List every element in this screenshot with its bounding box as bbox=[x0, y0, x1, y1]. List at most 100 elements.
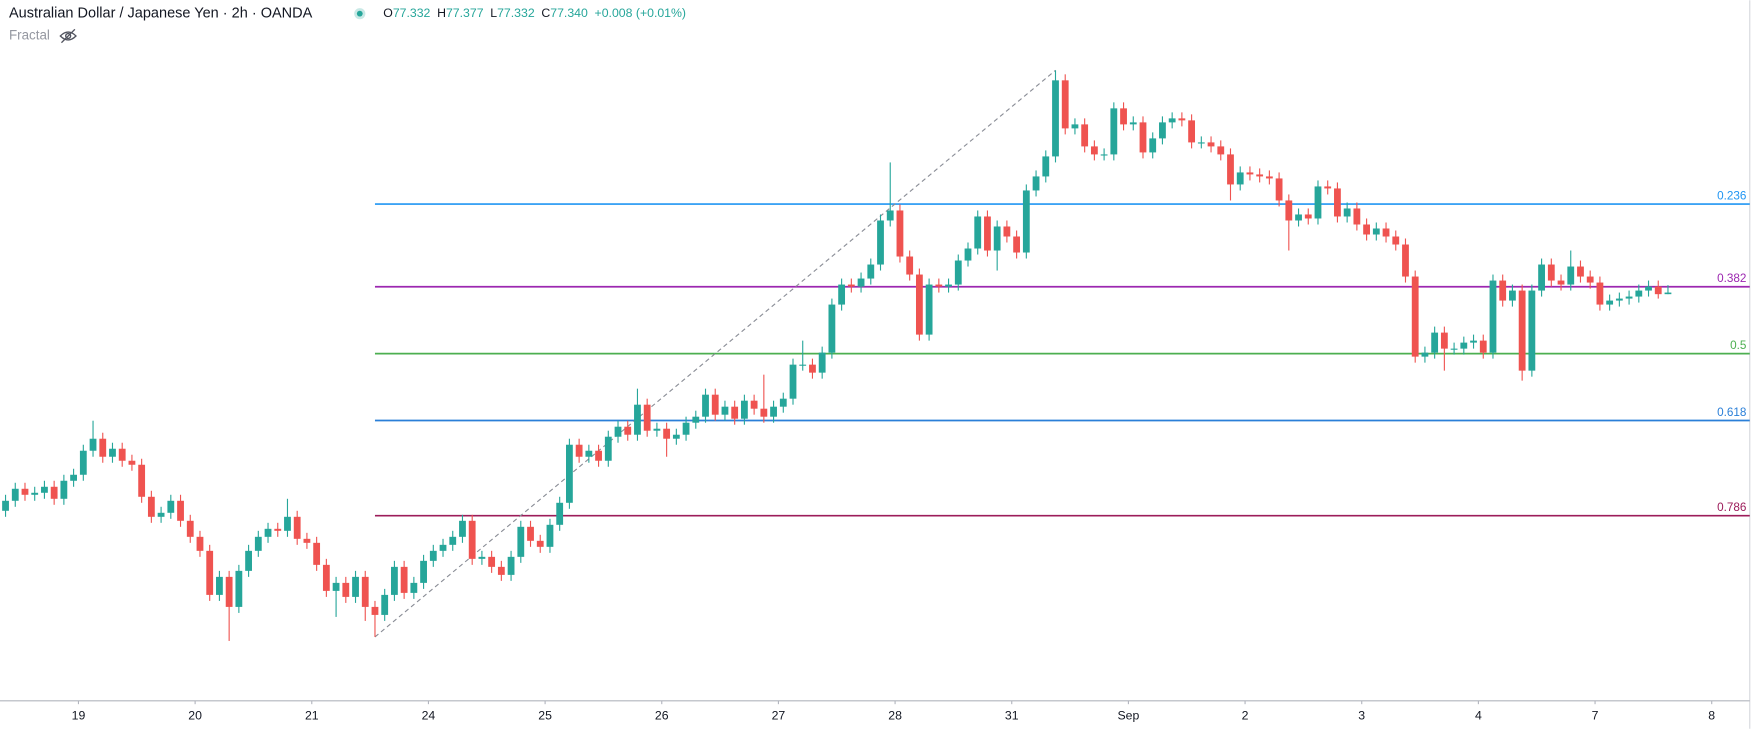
candle-body bbox=[1402, 244, 1409, 277]
candle-body bbox=[391, 566, 398, 595]
candle-body bbox=[653, 428, 661, 431]
candle-body bbox=[459, 520, 466, 537]
candle-body bbox=[1149, 138, 1157, 153]
candle-body bbox=[206, 550, 214, 595]
legend-change: +0.008 (+0.01%) bbox=[595, 6, 686, 20]
candle-body bbox=[1538, 264, 1545, 291]
candle-body bbox=[779, 398, 787, 407]
candle-body bbox=[809, 364, 816, 373]
candle-body bbox=[138, 464, 146, 497]
candle-body bbox=[527, 526, 534, 541]
status-dot bbox=[356, 10, 363, 17]
candle-body bbox=[410, 582, 418, 593]
candle-body bbox=[1236, 172, 1244, 185]
candle-body bbox=[663, 428, 671, 439]
fib-level-label: 0.236 bbox=[1717, 189, 1746, 202]
candle-body bbox=[1664, 292, 1672, 295]
candle-body bbox=[847, 284, 855, 287]
candle-body bbox=[1489, 280, 1497, 353]
candle-body bbox=[1304, 214, 1312, 219]
candle-body bbox=[915, 274, 923, 335]
candle-body bbox=[857, 278, 865, 287]
candle-body bbox=[1120, 108, 1127, 125]
candle-body bbox=[1635, 290, 1643, 297]
candle-body bbox=[1324, 186, 1332, 189]
candle-body bbox=[1450, 348, 1458, 350]
x-tick-label: 24 bbox=[422, 709, 436, 723]
candle-body bbox=[1139, 122, 1147, 153]
candle-body bbox=[264, 528, 272, 537]
candle-body bbox=[1577, 266, 1584, 277]
candle-body bbox=[1518, 290, 1526, 371]
candle-body bbox=[167, 500, 175, 513]
candle-body bbox=[770, 406, 777, 417]
candle-body bbox=[1479, 340, 1487, 353]
candle-body bbox=[1081, 124, 1089, 147]
candle-body bbox=[643, 404, 651, 431]
candle-body bbox=[1363, 224, 1370, 235]
x-tick-label: 3 bbox=[1358, 709, 1365, 723]
candle-body bbox=[147, 496, 155, 517]
candle-body bbox=[838, 284, 846, 305]
candle-body bbox=[371, 606, 379, 615]
candle-body bbox=[1606, 300, 1614, 305]
candle-body bbox=[1100, 154, 1108, 156]
candle-body bbox=[177, 500, 184, 521]
candle-body bbox=[332, 582, 340, 591]
candle-body bbox=[186, 520, 194, 537]
legend-value: 77.340 bbox=[550, 6, 588, 20]
candle-body bbox=[468, 520, 476, 559]
candle-body bbox=[361, 576, 369, 607]
candle-body bbox=[566, 444, 573, 503]
candle-body bbox=[1071, 124, 1079, 129]
candle-body bbox=[1528, 290, 1536, 371]
candle-body bbox=[313, 542, 321, 565]
candle-body bbox=[352, 576, 359, 597]
candle-body bbox=[1246, 172, 1254, 175]
legend-value: 77.377 bbox=[446, 6, 484, 20]
candle-body bbox=[517, 526, 525, 557]
candle-body bbox=[1615, 298, 1623, 301]
candle-body bbox=[828, 304, 836, 353]
candle-body bbox=[818, 352, 826, 373]
candle-body bbox=[1159, 122, 1166, 139]
candle-body bbox=[711, 394, 719, 415]
candle-body bbox=[556, 502, 564, 525]
candle-body bbox=[1547, 264, 1555, 281]
candle-body bbox=[1295, 214, 1302, 221]
candle-body bbox=[60, 480, 68, 499]
candle-body bbox=[429, 550, 437, 561]
candle-body bbox=[1372, 228, 1380, 235]
candle-body bbox=[128, 460, 136, 465]
candle-body bbox=[1586, 276, 1594, 283]
candle-body bbox=[1382, 228, 1390, 237]
candle-body bbox=[99, 438, 107, 457]
candle-body bbox=[585, 450, 593, 457]
candle-body bbox=[614, 426, 622, 437]
candle-body bbox=[293, 516, 301, 539]
x-tick-label: 21 bbox=[305, 709, 319, 723]
candle-body bbox=[799, 364, 807, 366]
candle-body bbox=[760, 408, 768, 417]
candle-body bbox=[1188, 120, 1196, 143]
legend-label: L bbox=[490, 6, 497, 20]
fib-level-label: 0.5 bbox=[1730, 339, 1747, 352]
candle-body bbox=[672, 434, 680, 439]
candle-body bbox=[109, 448, 116, 457]
candle-body bbox=[1411, 276, 1419, 357]
candle-body bbox=[1022, 190, 1030, 253]
x-tick-label: Sep bbox=[1117, 709, 1139, 723]
candle-body bbox=[1061, 80, 1069, 129]
hide-icon[interactable] bbox=[59, 28, 77, 44]
candle-body bbox=[1499, 280, 1507, 301]
candle-body bbox=[877, 220, 884, 265]
legend-label: O bbox=[383, 6, 393, 20]
fib-trend-line bbox=[374, 69, 1056, 638]
candle-body bbox=[984, 216, 991, 251]
ohlc-legend: O 77.332 H 77.377 L 77.332 C 77.340 +0.008 (+0.0… bbox=[383, 6, 686, 20]
candle-body bbox=[935, 284, 943, 287]
plot-area: 0.236 0.382 0.5 0.618 0.786 bbox=[2, 69, 1750, 641]
candle-body bbox=[1343, 208, 1351, 217]
candle-body bbox=[420, 560, 427, 583]
fib-level-label: 0.618 bbox=[1717, 406, 1747, 419]
